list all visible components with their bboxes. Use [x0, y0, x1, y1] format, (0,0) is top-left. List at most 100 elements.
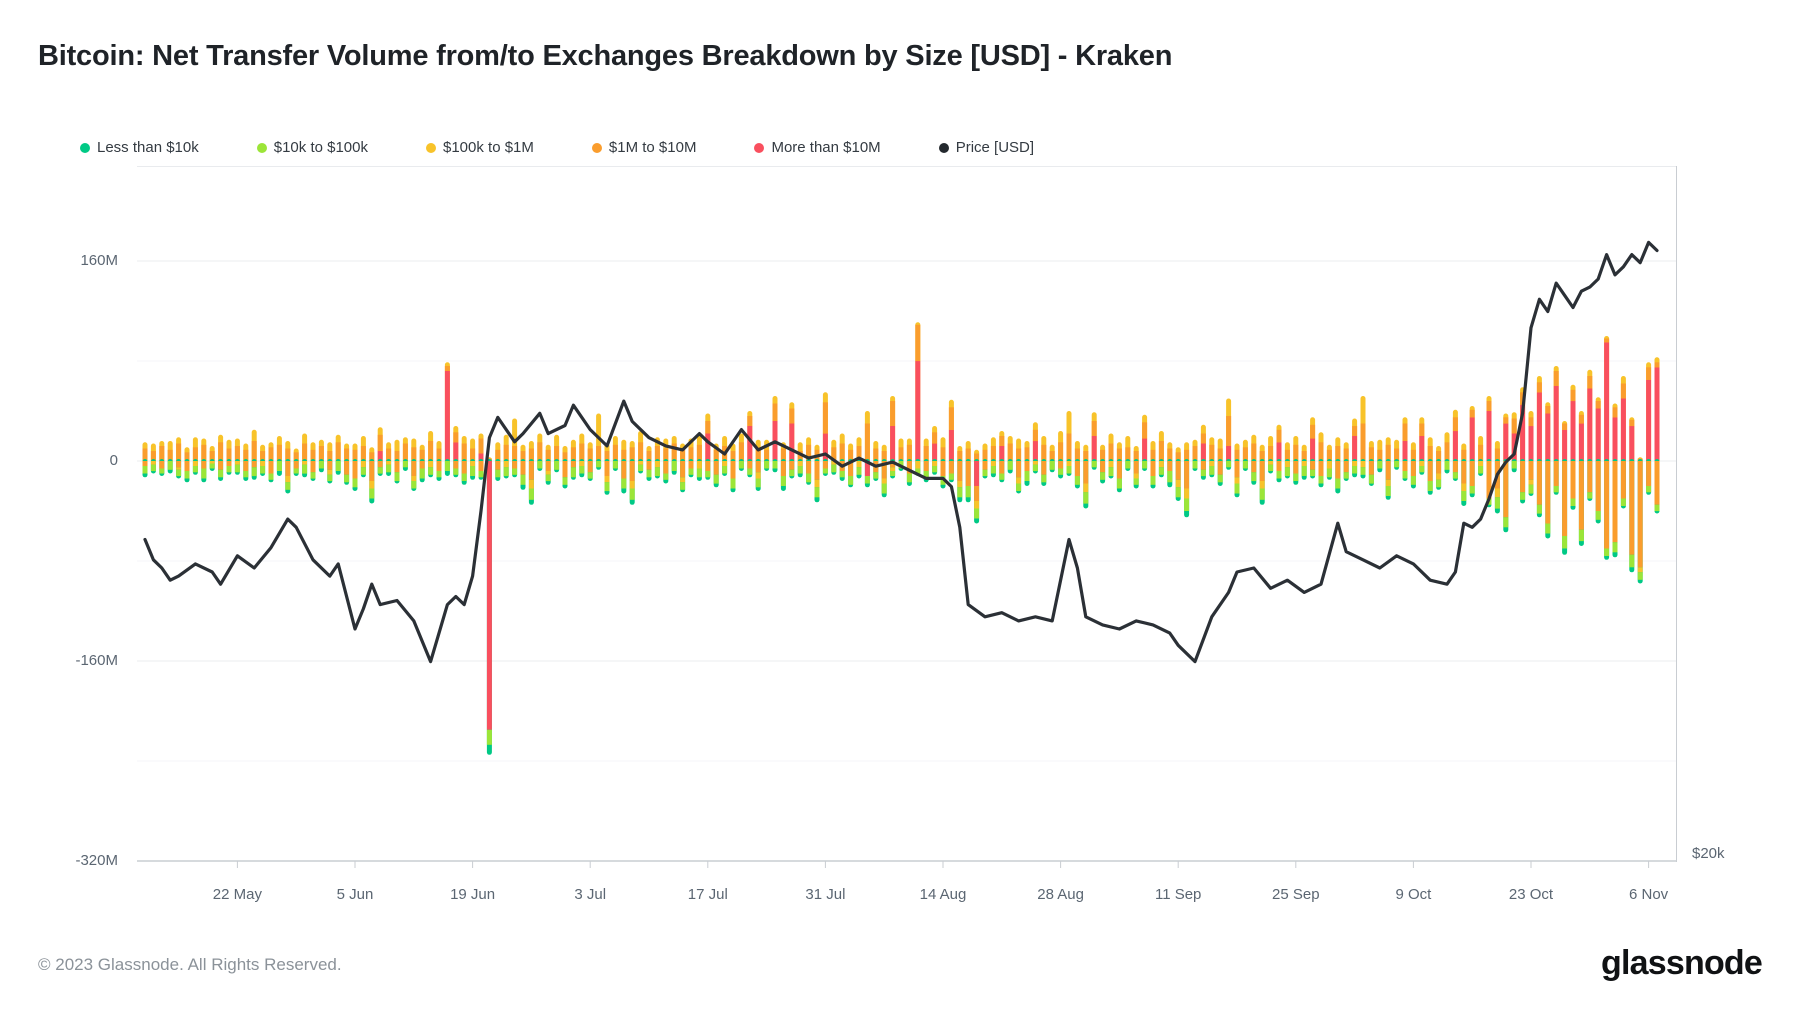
- bar-segment: [705, 461, 711, 471]
- bar-segment: [713, 461, 719, 475]
- bar-segment: [957, 481, 963, 488]
- bar-segment: [234, 464, 240, 473]
- bar-segment: [831, 461, 837, 465]
- bar-segment: [377, 461, 383, 468]
- bar-segment: [1158, 461, 1164, 468]
- bar-segment: [797, 451, 803, 461]
- bar-segment: [386, 448, 392, 461]
- bar-segment: [1528, 461, 1534, 480]
- bar-segment: [318, 461, 324, 469]
- bar-segment: [990, 461, 996, 466]
- bar-segment: [587, 448, 593, 461]
- bar-segment: [192, 466, 198, 473]
- bar-segment: [596, 446, 602, 461]
- bar-segment: [554, 446, 560, 461]
- bar-segment: [1536, 382, 1542, 393]
- bar-segment: [1629, 426, 1635, 461]
- legend-item[interactable]: More than $10M: [754, 139, 881, 156]
- bar-segment: [1192, 446, 1198, 461]
- bar-segment: [1301, 451, 1307, 461]
- bar-segment: [604, 451, 610, 461]
- bar-segment: [478, 471, 484, 478]
- bar-segment: [1083, 483, 1089, 493]
- bar-segment: [562, 461, 568, 478]
- bar-segment: [940, 447, 946, 462]
- bar-segment: [503, 461, 509, 468]
- bar-segment: [520, 474, 526, 485]
- bar-segment: [822, 402, 828, 434]
- bar-segment: [663, 473, 669, 480]
- bar-segment: [545, 474, 551, 482]
- bar-segment: [1024, 471, 1030, 481]
- bar-segment: [1486, 401, 1492, 411]
- bar-segment: [722, 466, 728, 474]
- bar-segment: [1066, 461, 1072, 466]
- bar-segment: [864, 461, 870, 476]
- bar-segment: [251, 461, 257, 468]
- bar-segment: [545, 471, 551, 475]
- bar-segment: [1360, 461, 1366, 468]
- bar-segment: [1024, 447, 1030, 462]
- bar-segment: [806, 461, 812, 474]
- bar-segment: [201, 461, 207, 469]
- bar-segment: [386, 464, 392, 473]
- bar-segment: [1200, 443, 1206, 461]
- bar-segment: [1595, 511, 1601, 520]
- bar-segment: [890, 426, 896, 461]
- bar-segment: [150, 451, 156, 461]
- bar-segment: [1604, 338, 1610, 343]
- bar-segment: [142, 466, 148, 474]
- bar-segment: [360, 461, 366, 468]
- bar-segment: [747, 426, 753, 461]
- bar-segment: [621, 449, 627, 462]
- bar-segment: [486, 461, 492, 730]
- bar-segment: [520, 461, 526, 475]
- bar-segment: [1175, 452, 1181, 462]
- bar-segment: [932, 466, 938, 473]
- legend-item[interactable]: $10k to $100k: [256, 139, 368, 156]
- bar-segment: [1074, 476, 1080, 485]
- bar-segment: [1377, 461, 1383, 469]
- bar-segment: [1058, 442, 1064, 462]
- legend-item[interactable]: $100k to $1M: [426, 139, 534, 156]
- bar-segment: [1494, 488, 1500, 498]
- bar-segment: [755, 461, 761, 473]
- bar-segment: [890, 467, 896, 472]
- bar-segment: [856, 467, 862, 475]
- legend-item[interactable]: Less than $10k: [80, 139, 199, 156]
- legend-item[interactable]: Price [USD]: [938, 139, 1035, 156]
- bar-segment: [1100, 461, 1106, 473]
- bar-segment: [444, 371, 450, 461]
- bar-segment: [1461, 461, 1467, 484]
- bar-segment: [293, 468, 299, 474]
- bar-segment: [1545, 406, 1551, 414]
- bar-segment: [1276, 461, 1282, 471]
- bar-segment: [1133, 473, 1139, 479]
- bar-segment: [764, 461, 770, 469]
- bar-segment: [327, 451, 333, 461]
- bar-segment: [1595, 408, 1601, 461]
- bar-segment: [1234, 461, 1240, 478]
- bar-segment: [1125, 447, 1131, 462]
- bar-segment: [1318, 476, 1324, 484]
- bar-segment: [1032, 429, 1038, 442]
- legend-label: Price [USD]: [955, 139, 1035, 156]
- bar-segment: [226, 466, 232, 473]
- bar-segment: [411, 461, 417, 476]
- bar-segment: [1184, 461, 1190, 489]
- bar-segment: [1100, 472, 1106, 480]
- x-axis-label: 28 Aug: [1037, 886, 1084, 903]
- bar-segment: [696, 461, 702, 469]
- bar-segment: [612, 461, 618, 469]
- bar-segment: [1352, 436, 1358, 461]
- bar-segment: [873, 472, 879, 479]
- bar-segment: [1587, 461, 1593, 493]
- bar-segment: [1158, 441, 1164, 461]
- bar-segment: [646, 451, 652, 461]
- bar-segment: [1368, 447, 1374, 462]
- bar-segment: [822, 468, 828, 474]
- legend-item[interactable]: $1M to $10M: [591, 139, 696, 156]
- bar-segment: [226, 461, 232, 466]
- bar-segment: [1562, 536, 1568, 549]
